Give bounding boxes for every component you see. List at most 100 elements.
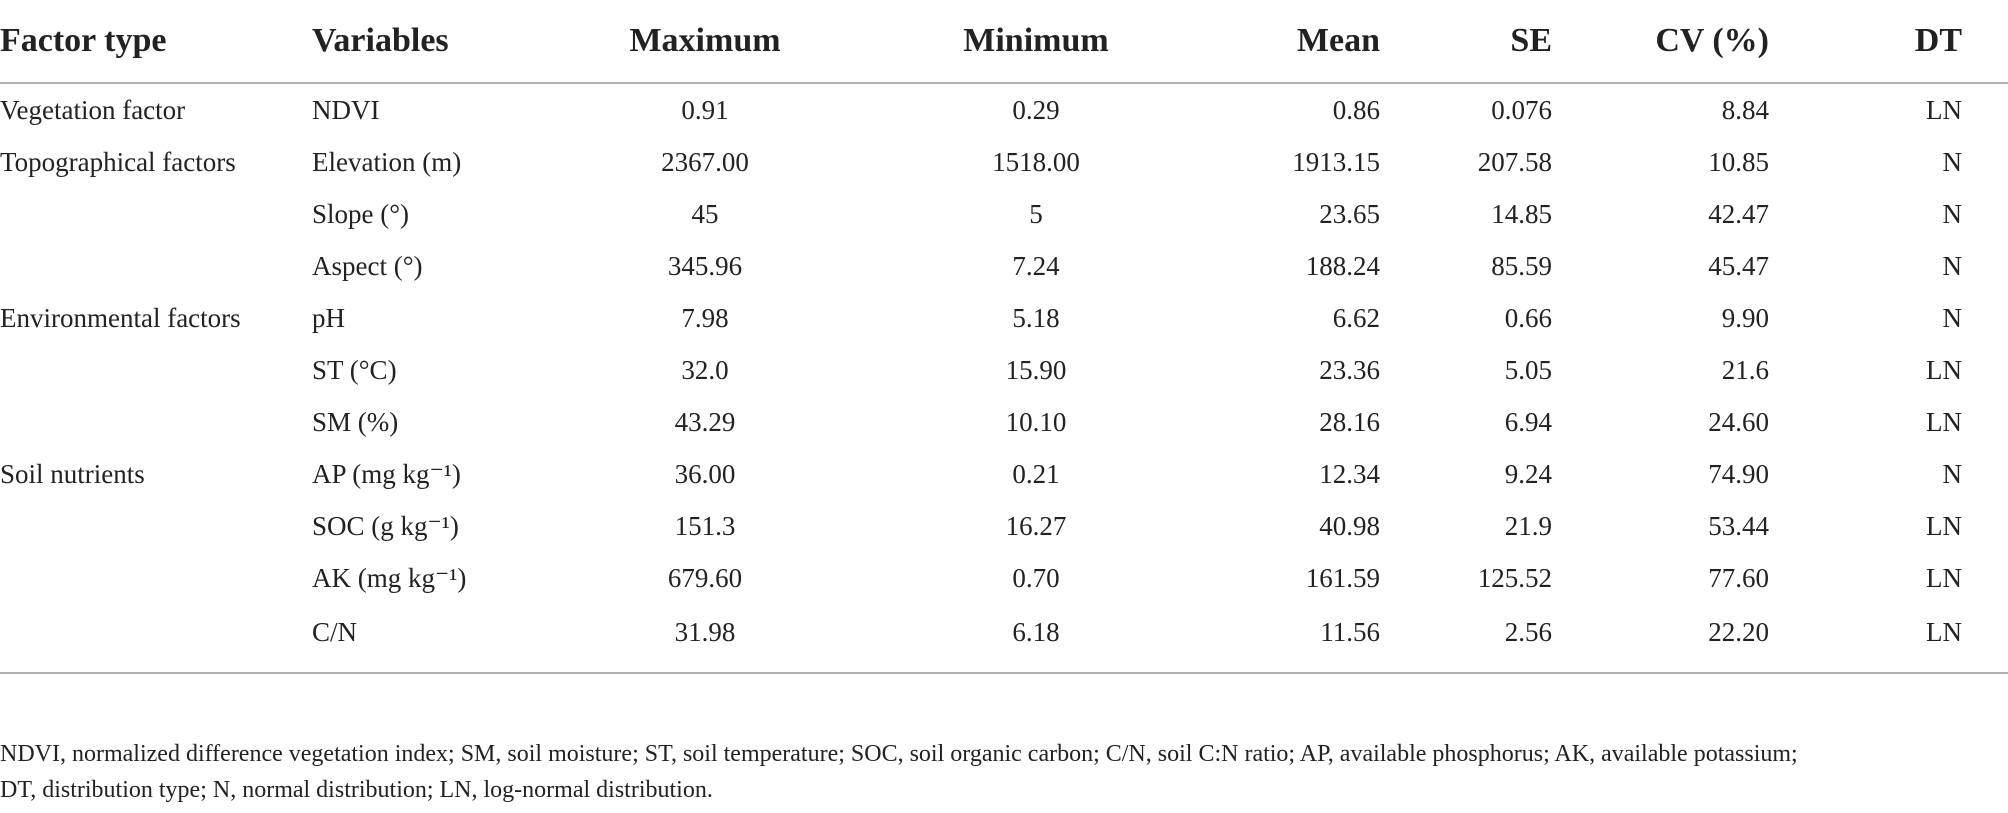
cell-factor-type xyxy=(0,240,312,292)
cell-variable: SM (%) xyxy=(312,406,399,437)
cell-mean: 12.34 xyxy=(1319,458,1380,489)
cell-minimum: 0.21 xyxy=(1012,458,1060,489)
cell-factor-type: Environmental factors xyxy=(0,302,241,333)
table-row: Aspect (°) 345.96 7.24 188.24 85.59 45.47 N xyxy=(0,240,2008,292)
cell-mean: 161.59 xyxy=(1305,562,1380,593)
cell-maximum: 7.98 xyxy=(681,302,729,333)
cell-minimum: 7.24 xyxy=(1012,250,1060,281)
cell-factor-type: Soil nutrients xyxy=(0,458,145,489)
table-row: Soil nutrients AP (mg kg⁻¹) 36.00 0.21 12.34… xyxy=(0,448,2008,500)
cell-maximum: 45 xyxy=(691,198,719,229)
cell-minimum: 0.29 xyxy=(1012,94,1060,125)
header-maximum: Maximum xyxy=(580,0,890,84)
header-mean: Mean xyxy=(1182,0,1400,84)
table-body: Vegetation factor NDVI 0.91 0.29 0.86 0.076 8.… xyxy=(0,83,2008,660)
cell-dt: N xyxy=(1942,302,1963,333)
cell-variable: AK (mg kg⁻¹) xyxy=(312,562,467,593)
cell-factor-type xyxy=(0,604,312,660)
cell-mean: 0.86 xyxy=(1332,94,1380,125)
header-cv: CV (%) xyxy=(1602,0,1829,84)
cell-cv: 22.20 xyxy=(1708,616,1769,647)
cell-variable: AP (mg kg⁻¹) xyxy=(312,458,461,489)
cell-variable: Slope (°) xyxy=(312,198,410,229)
cell-variable: Elevation (m) xyxy=(312,146,462,177)
cell-factor-type xyxy=(0,344,312,396)
cell-factor-type xyxy=(0,552,312,604)
header-minimum: Minimum xyxy=(890,0,1182,84)
table-row: ST (°C) 32.0 15.90 23.36 5.05 21.6 LN xyxy=(0,344,2008,396)
cell-maximum: 2367.00 xyxy=(661,146,749,177)
cell-minimum: 1518.00 xyxy=(992,146,1080,177)
cell-maximum: 31.98 xyxy=(674,616,736,647)
table-row: Vegetation factor NDVI 0.91 0.29 0.86 0.076 8.… xyxy=(0,83,2008,136)
cell-variable: C/N xyxy=(312,616,358,647)
cell-maximum: 32.0 xyxy=(681,354,729,385)
cell-minimum: 15.90 xyxy=(1005,354,1067,385)
cell-mean: 23.65 xyxy=(1319,198,1380,229)
cell-dt: N xyxy=(1942,458,1963,489)
cell-factor-type: Topographical factors xyxy=(0,146,236,177)
cell-dt: LN xyxy=(1926,562,1962,593)
cell-minimum: 5.18 xyxy=(1012,302,1060,333)
cell-minimum: 16.27 xyxy=(1005,510,1067,541)
cell-minimum: 5 xyxy=(1029,198,1043,229)
cell-mean: 11.56 xyxy=(1320,616,1380,647)
table-footnote: NDVI, normalized difference vegetation i… xyxy=(0,736,2000,808)
cell-cv: 77.60 xyxy=(1708,562,1769,593)
cell-se: 125.52 xyxy=(1477,562,1552,593)
cell-variable: Aspect (°) xyxy=(312,250,423,281)
cell-se: 0.66 xyxy=(1504,302,1552,333)
table-row: Environmental factors pH 7.98 5.18 6.62 0.66 9… xyxy=(0,292,2008,344)
cell-maximum: 345.96 xyxy=(667,250,743,281)
cell-maximum: 36.00 xyxy=(674,458,736,489)
footnote-line-2: DT, distribution type; N, normal distrib… xyxy=(0,777,713,803)
header-factor-type: Factor type xyxy=(0,0,312,84)
cell-cv: 24.60 xyxy=(1708,406,1769,437)
table-row: Slope (°) 45 5 23.65 14.85 42.47 N xyxy=(0,188,2008,240)
cell-maximum: 151.3 xyxy=(674,510,736,541)
cell-dt: LN xyxy=(1926,616,1962,647)
cell-dt: LN xyxy=(1926,94,1962,125)
cell-variable: SOC (g kg⁻¹) xyxy=(312,510,459,541)
data-table-container: Factor type Variables Maximum Minimum Me… xyxy=(0,0,2008,660)
cell-maximum: 0.91 xyxy=(681,94,729,125)
cell-factor-type: Vegetation factor xyxy=(0,94,186,125)
cell-cv: 53.44 xyxy=(1708,510,1769,541)
cell-mean: 28.16 xyxy=(1319,406,1380,437)
cell-mean: 40.98 xyxy=(1319,510,1380,541)
cell-mean: 23.36 xyxy=(1319,354,1380,385)
cell-mean: 1913.15 xyxy=(1292,146,1380,177)
cell-cv: 9.90 xyxy=(1721,302,1769,333)
cell-se: 14.85 xyxy=(1491,198,1552,229)
cell-minimum: 6.18 xyxy=(1012,616,1060,647)
cell-variable: pH xyxy=(312,302,345,333)
cell-cv: 10.85 xyxy=(1708,146,1769,177)
table-header-row: Factor type Variables Maximum Minimum Me… xyxy=(0,0,2008,84)
table-row: AK (mg kg⁻¹) 679.60 0.70 161.59 125.52 77.60 L… xyxy=(0,552,2008,604)
cell-minimum: 10.10 xyxy=(1005,406,1067,437)
header-se: SE xyxy=(1400,0,1602,84)
cell-cv: 74.90 xyxy=(1708,458,1769,489)
cell-se: 9.24 xyxy=(1504,458,1552,489)
footnote-line-1: NDVI, normalized difference vegetation i… xyxy=(0,741,1798,767)
cell-se: 2.56 xyxy=(1504,616,1552,647)
table-row: Topographical factors Elevation (m) 2367.0… xyxy=(0,136,2008,188)
cell-dt: N xyxy=(1942,146,1963,177)
header-variables: Variables xyxy=(312,0,580,84)
table-row: SM (%) 43.29 10.10 28.16 6.94 24.60 LN xyxy=(0,396,2008,448)
cell-se: 21.9 xyxy=(1504,510,1552,541)
cell-se: 207.58 xyxy=(1477,146,1552,177)
cell-dt: LN xyxy=(1926,354,1962,385)
cell-se: 0.076 xyxy=(1491,94,1552,125)
cell-maximum: 679.60 xyxy=(667,562,743,593)
cell-cv: 8.84 xyxy=(1721,94,1769,125)
header-dt: DT xyxy=(1829,0,2008,84)
cell-variable: NDVI xyxy=(312,94,380,125)
cell-se: 6.94 xyxy=(1504,406,1552,437)
cell-maximum: 43.29 xyxy=(674,406,736,437)
cell-factor-type xyxy=(0,188,312,240)
cell-se: 5.05 xyxy=(1504,354,1552,385)
cell-mean: 6.62 xyxy=(1332,302,1380,333)
statistics-table: Factor type Variables Maximum Minimum Me… xyxy=(0,0,2008,660)
cell-mean: 188.24 xyxy=(1305,250,1380,281)
